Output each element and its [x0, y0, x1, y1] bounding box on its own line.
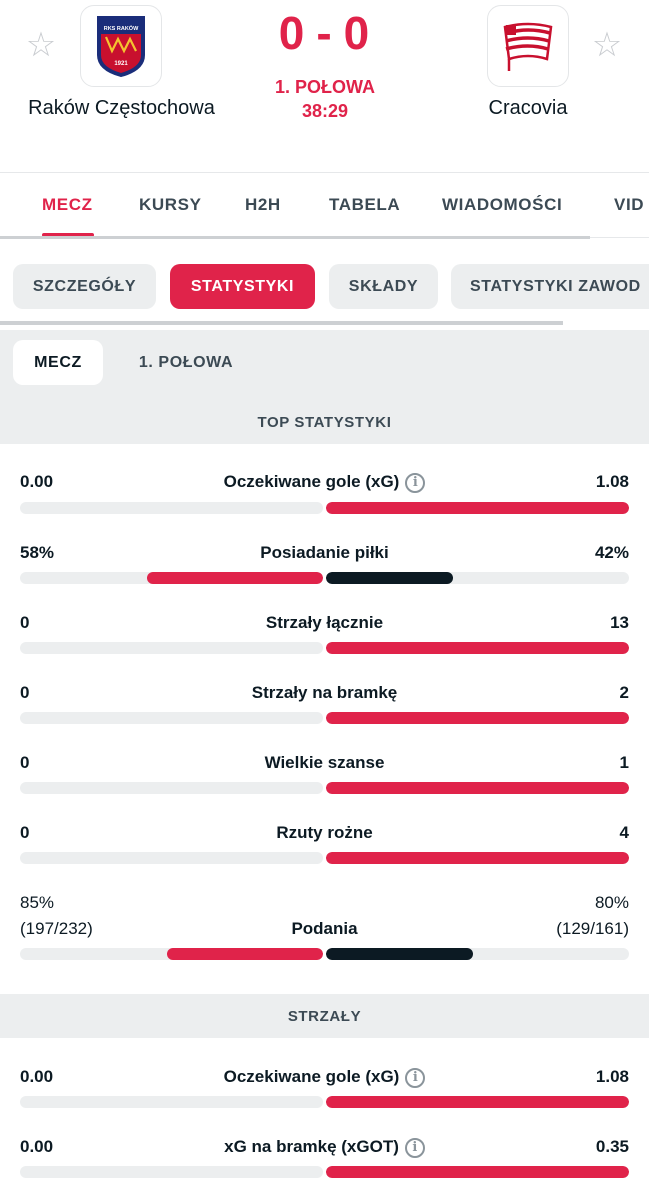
- stat-bar-away: [326, 782, 629, 794]
- match-header: ☆ RKS RAKÓW 1921 Raków Częstochowa 0-0 1…: [0, 0, 649, 172]
- active-tab-indicator: [42, 233, 94, 237]
- info-icon[interactable]: i: [405, 1067, 426, 1088]
- bar-fill-home: [166, 948, 323, 960]
- stat-home-value: 0: [20, 683, 30, 702]
- stat-bar-home: [20, 852, 323, 864]
- home-team-name[interactable]: Raków Częstochowa: [28, 97, 215, 119]
- tab-video[interactable]: VID: [614, 195, 645, 214]
- bar-fill-away: [326, 502, 629, 514]
- stat-home-value: 58%: [20, 543, 55, 562]
- stat-label: Oczekiwane gole (xG) i: [120, 1067, 529, 1088]
- main-tabs: MECZ KURSY H2H TABELA WIADOMOŚCI VID: [0, 172, 649, 239]
- section-top-stats: TOP STATYSTYKI: [0, 400, 649, 444]
- stat-home-value: 0: [20, 613, 30, 632]
- home-team-logo[interactable]: RKS RAKÓW 1921: [80, 5, 162, 87]
- info-icon[interactable]: i: [405, 472, 426, 493]
- stat-away-value: 1: [619, 753, 629, 772]
- stat-home-value: 0: [20, 823, 30, 842]
- stat-label: Wielkie szanse: [264, 753, 385, 772]
- stat-away-value: 0.35: [595, 1137, 629, 1156]
- tab-kursy[interactable]: KURSY: [139, 195, 202, 214]
- away-score: 0: [343, 7, 372, 59]
- stat-bar-home: [20, 782, 323, 794]
- stat-bar-home: [20, 642, 323, 654]
- rakow-crest-icon: RKS RAKÓW 1921: [97, 16, 145, 77]
- stat-label: Posiadanie piłki: [260, 543, 389, 562]
- stat-label: Rzuty rożne: [276, 823, 373, 842]
- stat-home-detail: (197/232): [20, 919, 93, 938]
- stat-bar-home: [20, 1166, 323, 1178]
- stat-away-value: 2: [619, 683, 629, 702]
- score-separator: -: [316, 7, 334, 59]
- period-toggle: MECZ 1. POŁOWA: [0, 330, 649, 400]
- main-tabs-scrollbar[interactable]: [0, 236, 590, 239]
- away-team-logo[interactable]: [487, 5, 569, 87]
- stat-bar-home: [20, 502, 323, 514]
- favorite-away-star-icon[interactable]: ☆: [591, 26, 623, 64]
- main-tabs-scroll-track: [590, 237, 649, 238]
- info-icon[interactable]: i: [404, 1137, 425, 1158]
- bar-fill-away: [326, 712, 629, 724]
- stat-bar-home: [20, 712, 323, 724]
- bar-fill-away: [326, 948, 473, 960]
- stat-bar-away: [326, 572, 629, 584]
- stat-away-value: 80%: [594, 893, 629, 912]
- subtab-sklady[interactable]: SKŁADY: [329, 264, 438, 309]
- stat-label: xG na bramkę (xGOT) i: [120, 1137, 529, 1158]
- cracovia-crest-icon: [503, 22, 553, 71]
- bar-fill-away: [326, 1096, 629, 1108]
- subtab-szczegoly[interactable]: SZCZEGÓŁY: [13, 264, 156, 309]
- bar-fill-away: [326, 852, 629, 864]
- stat-away-value: 42%: [594, 543, 629, 562]
- svg-text:1921: 1921: [114, 61, 128, 67]
- home-score: 0: [278, 7, 307, 59]
- match-clock: 38:29: [301, 101, 349, 121]
- stat-bar-home: [20, 948, 323, 960]
- stat-bar-home: [20, 1096, 323, 1108]
- stat-away-value: 1.08: [595, 1067, 629, 1086]
- subtab-statystyki-zawodnikow[interactable]: STATYSTYKI ZAWOD: [451, 264, 649, 309]
- stat-home-value: 0.00: [20, 472, 54, 491]
- subtab-statystyki[interactable]: STATYSTYKI: [170, 264, 315, 309]
- stat-label: Podania: [291, 919, 358, 938]
- favorite-home-star-icon[interactable]: ☆: [25, 26, 57, 64]
- stat-bar-away: [326, 642, 629, 654]
- sub-tabs: SZCZEGÓŁY STATYSTYKI SKŁADY STATYSTYKI Z…: [0, 238, 649, 330]
- bar-fill-away: [326, 572, 454, 584]
- away-team-name[interactable]: Cracovia: [488, 97, 568, 119]
- match-period: 1. POŁOWA: [274, 77, 375, 97]
- bar-fill-away: [326, 1166, 629, 1178]
- sub-tabs-scrollbar[interactable]: [0, 321, 563, 325]
- stat-away-value: 4: [619, 823, 629, 842]
- stat-label: Oczekiwane gole (xG) i: [120, 472, 529, 493]
- stat-away-detail: (129/161): [556, 919, 629, 938]
- stat-home-value: 85%: [20, 893, 55, 912]
- tab-h2h[interactable]: H2H: [245, 195, 281, 214]
- score: 0-0: [245, 6, 405, 60]
- stat-home-value: 0.00: [20, 1137, 54, 1156]
- svg-text:RKS RAKÓW: RKS RAKÓW: [104, 24, 139, 32]
- tab-mecz[interactable]: MECZ: [42, 195, 93, 214]
- stat-home-value: 0.00: [20, 1067, 54, 1086]
- stat-bar-away: [326, 948, 629, 960]
- section-shots: STRZAŁY: [0, 994, 649, 1038]
- stat-home-value: 0: [20, 753, 30, 772]
- bar-fill-home: [147, 572, 323, 584]
- tab-wiadomosci[interactable]: WIADOMOŚCI: [442, 195, 563, 214]
- bar-fill-away: [326, 782, 629, 794]
- stat-bar-away: [326, 1096, 629, 1108]
- stat-label: Strzały na bramkę: [251, 683, 398, 702]
- stat-bar-away: [326, 1166, 629, 1178]
- bar-fill-away: [326, 642, 629, 654]
- stat-bar-away: [326, 502, 629, 514]
- stat-bar-home: [20, 572, 323, 584]
- period-mecz[interactable]: MECZ: [13, 340, 103, 385]
- stat-away-value: 1.08: [595, 472, 629, 491]
- tab-tabela[interactable]: TABELA: [329, 195, 401, 214]
- stat-bar-away: [326, 712, 629, 724]
- period-first-half[interactable]: 1. POŁOWA: [138, 353, 234, 371]
- stat-bar-away: [326, 852, 629, 864]
- stat-label: Strzały łącznie: [265, 613, 384, 632]
- stat-away-value: 13: [610, 613, 629, 632]
